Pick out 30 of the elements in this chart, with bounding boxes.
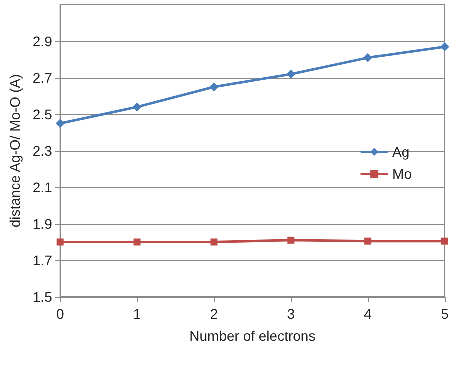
x-tick-label: 5 [441,306,450,322]
y-tick-label: 2.5 [32,106,53,122]
point [288,236,295,244]
legend-label: Ag [392,144,410,160]
point [364,238,372,245]
y-tick-label: 2.9 [32,34,53,50]
x-tick-label: 0 [56,306,64,322]
point [56,119,65,128]
x-tick-label: 2 [210,306,218,322]
y-tick-label: 2.3 [32,143,53,159]
point [132,102,142,112]
point [56,238,64,246]
y-tick-label: 2.7 [32,70,53,86]
y-tick-label: 1.7 [32,252,53,268]
legend-label: Mo [392,166,412,182]
point [440,42,450,52]
x-tick-label: 4 [364,306,372,322]
point [286,70,296,79]
point [210,82,219,92]
point [442,238,448,245]
point [210,238,218,246]
x-axis-title: Number of electrons [190,328,316,344]
y-tick-label: 1.9 [32,216,53,232]
y-tick-label: 2.1 [32,180,53,196]
x-tick-label: 3 [287,306,296,322]
x-tick-label: 1 [133,306,142,322]
point [134,238,141,246]
y-axis-title: distance Ag-O/ Mo-O (A) [7,74,23,228]
y-tick-label: 1.5 [32,289,53,305]
point [364,53,373,62]
